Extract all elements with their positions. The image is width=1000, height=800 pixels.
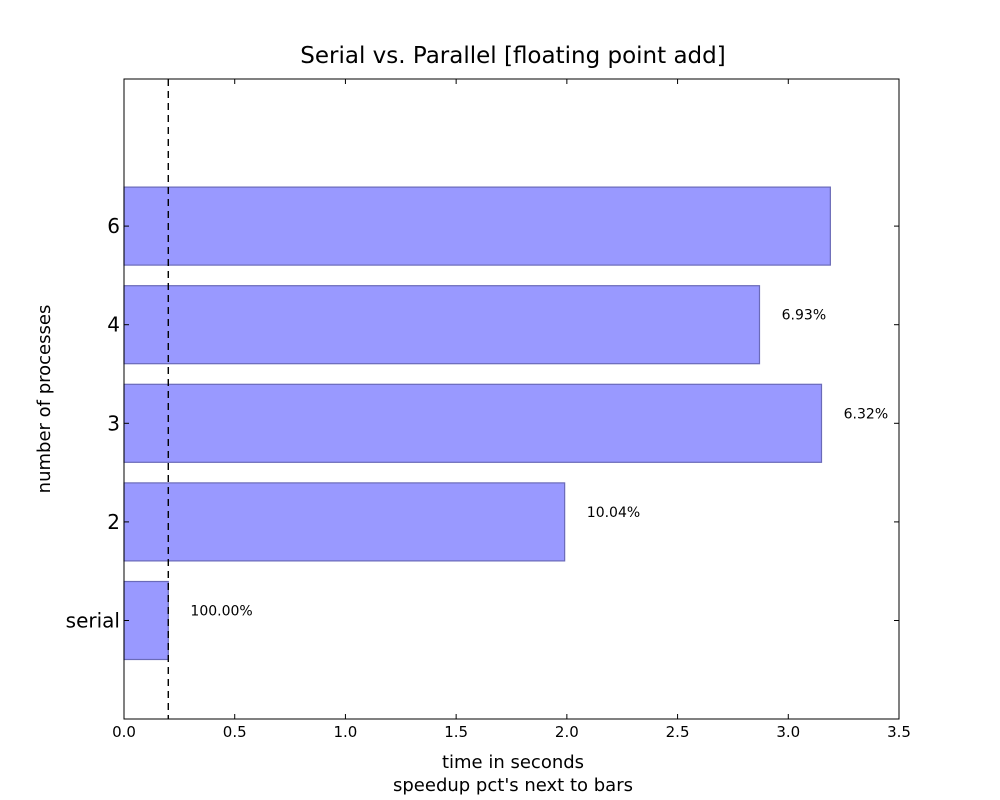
x-tick-label-0.0: 0.0 <box>112 723 136 741</box>
y-tick-label-serial: serial <box>66 609 120 633</box>
y-tick-label-2: 2 <box>107 510 120 534</box>
x-tick-label-1.5: 1.5 <box>444 723 468 741</box>
plot-frame <box>123 78 900 720</box>
bar-label-4: 6.93% <box>782 308 826 324</box>
x-tick-label-2.0: 2.0 <box>555 723 579 741</box>
bar-2 <box>123 482 566 562</box>
bar-label-serial: 100.00% <box>190 604 252 620</box>
y-axis-label: number of processes <box>34 305 55 494</box>
y-tick-label-6: 6 <box>107 214 120 238</box>
plot-area: 100.00% 10.04% 6.32% 6.93% serial 2 3 4 6 0.0 0.5 1… <box>66 79 911 741</box>
x-axis-sublabel: speedup pct's next to bars <box>393 775 633 796</box>
bar-label-3: 6.32% <box>844 406 888 422</box>
bar-4 <box>123 285 761 365</box>
bar-serial <box>123 580 169 661</box>
x-axis-label: time in seconds <box>442 752 584 773</box>
bar-label-2: 10.04% <box>587 505 640 521</box>
x-tick-label-3.5: 3.5 <box>887 723 911 741</box>
x-tick-label-1.0: 1.0 <box>333 723 357 741</box>
y-tick-label-3: 3 <box>107 411 120 435</box>
chart-title: Serial vs. Parallel [floating point add] <box>300 43 725 69</box>
x-tick-label-2.5: 2.5 <box>666 723 690 741</box>
y-tick-label-4: 4 <box>107 313 120 337</box>
bar-6 <box>123 186 831 266</box>
x-tick-label-3.0: 3.0 <box>776 723 800 741</box>
bar-3 <box>123 383 823 463</box>
x-tick-label-0.5: 0.5 <box>223 723 247 741</box>
